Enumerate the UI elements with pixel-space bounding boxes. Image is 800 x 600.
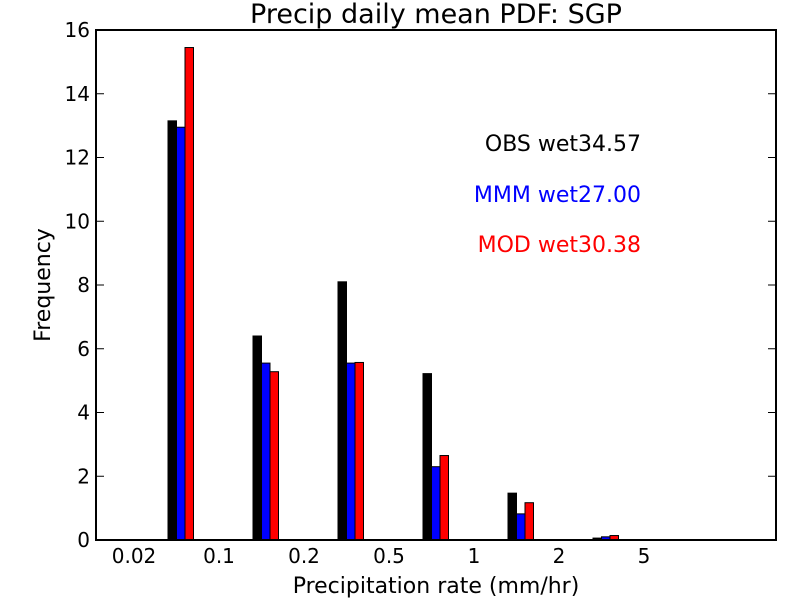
y-tick-label: 2 [77,464,90,488]
x-tick-label: 0.5 [373,544,405,568]
x-tick-label: 2 [553,544,566,568]
bar-mmm [431,466,441,541]
annotation-obs: OBS wet34.57 [485,132,641,157]
bar-obs [252,335,262,541]
y-tick-label: 12 [65,146,90,170]
bar-mod [269,371,279,541]
bar-mmm [176,126,186,541]
x-tick-label: 5 [638,544,651,568]
y-axis-title: Frequency [31,228,56,342]
x-axis: 0.02 0.1 0.2 0.5 1 2 5 [112,544,651,568]
y-tick-label: 8 [77,273,90,297]
x-tick-label: 0.1 [203,544,235,568]
bars-group [167,47,619,541]
bar-obs [337,281,347,541]
x-tick-label: 0.02 [112,544,157,568]
x-tick-label: 1 [468,544,481,568]
bar-mmm [346,362,356,541]
bar-mmm [516,513,526,541]
bar-obs [167,120,177,541]
x-axis-title: Precipitation rate (mm/hr) [293,574,580,599]
bar-mmm [261,362,271,541]
bar-mod [439,455,449,541]
y-tick-label: 6 [77,337,90,361]
bar-obs [422,373,432,541]
y-tick-label: 14 [65,82,90,106]
annotation-mod: MOD wet30.38 [478,233,641,258]
plot-frame [95,29,777,541]
chart-title: Precip daily mean PDF: SGP [250,0,622,30]
annotations-group: OBS wet34.57 MMM wet27.00 MOD wet30.38 [474,132,641,258]
x-tick-label: 0.2 [288,544,320,568]
y-tick-label: 10 [65,209,90,233]
y-tick-label: 4 [77,401,90,425]
bar-mod [524,502,534,541]
y-tick-label: 0 [77,528,90,552]
bar-obs [507,492,517,541]
y-tick-label: 16 [65,18,90,42]
y-axis: 0 2 4 6 8 10 12 14 16 [65,18,776,552]
annotation-mmm: MMM wet27.00 [474,183,641,208]
bar-mod [354,361,364,541]
bar-mod [184,47,194,541]
